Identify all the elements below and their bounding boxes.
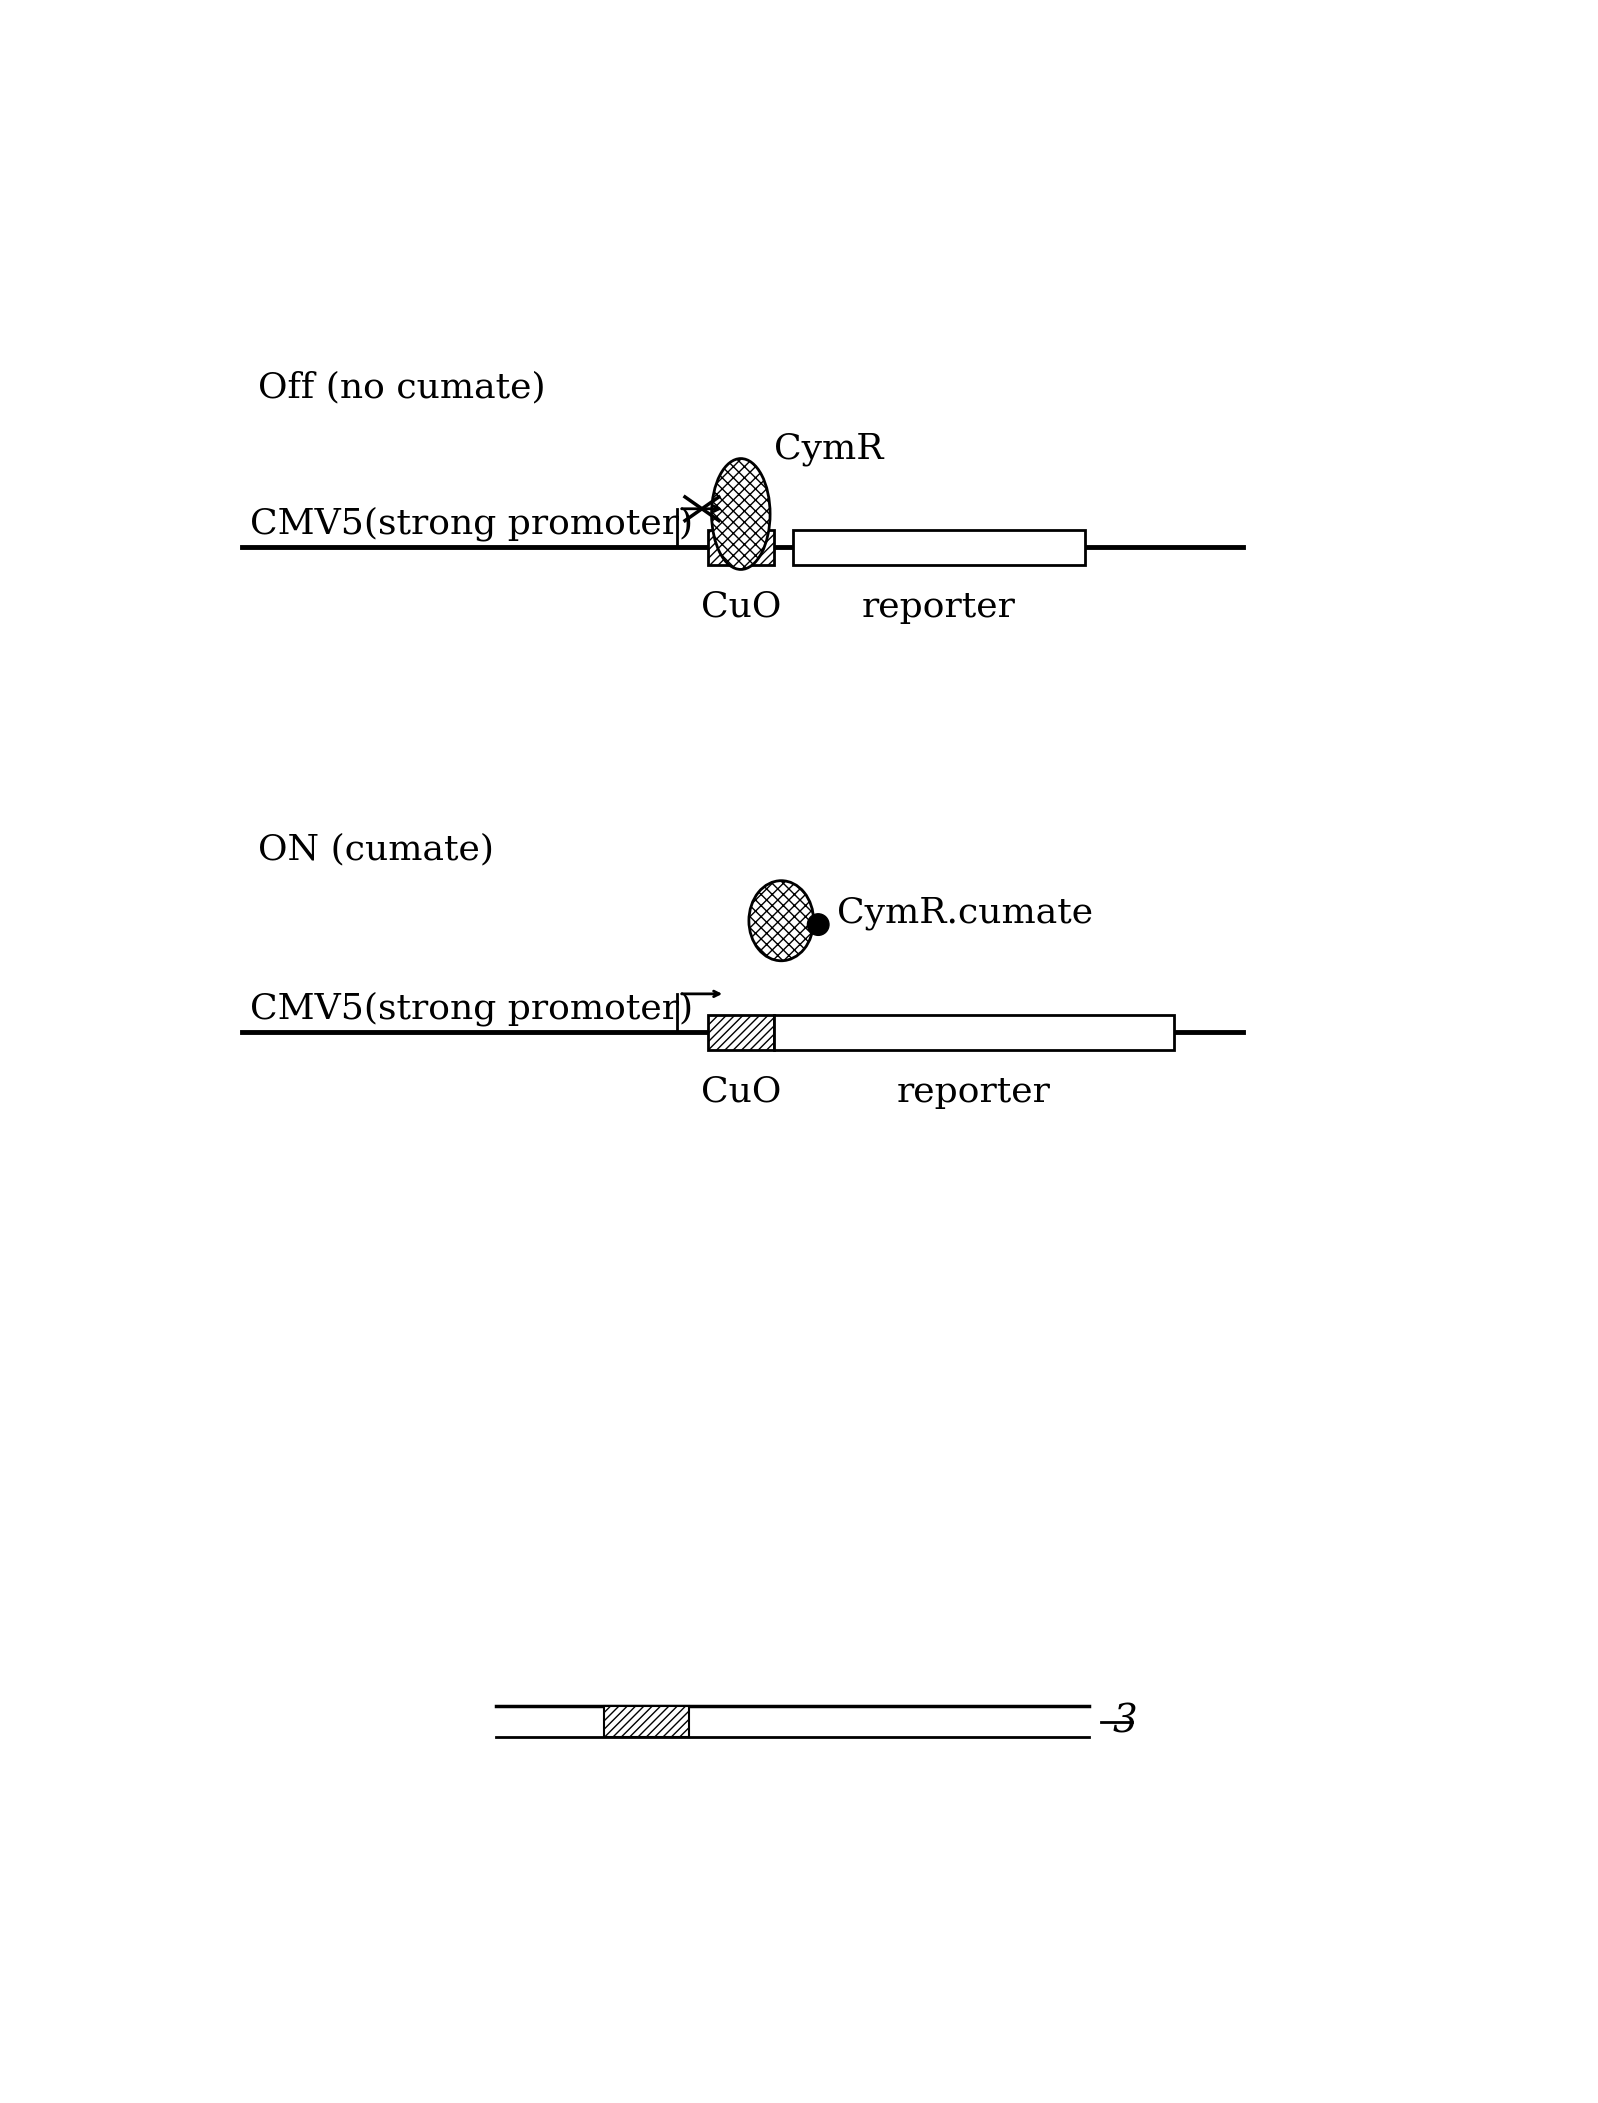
- Bar: [708, 530, 773, 564]
- Text: ON (cumate): ON (cumate): [257, 833, 494, 866]
- Bar: [708, 1016, 773, 1049]
- Ellipse shape: [711, 458, 770, 570]
- Text: Off (no cumate): Off (no cumate): [257, 370, 545, 404]
- Circle shape: [807, 915, 829, 936]
- Text: CymR.cumate: CymR.cumate: [837, 896, 1093, 930]
- Bar: [773, 1016, 1175, 1049]
- Ellipse shape: [749, 881, 813, 961]
- Text: CuO: CuO: [700, 1075, 781, 1108]
- Text: 3: 3: [1112, 1703, 1138, 1739]
- Text: CymR: CymR: [773, 431, 884, 465]
- Bar: [604, 1706, 689, 1737]
- Text: reporter: reporter: [863, 589, 1016, 625]
- Bar: [793, 530, 1085, 564]
- Text: CMV5(strong promoter): CMV5(strong promoter): [249, 507, 694, 540]
- Text: reporter: reporter: [896, 1075, 1050, 1108]
- Text: CMV5(strong promoter): CMV5(strong promoter): [249, 993, 694, 1026]
- Text: CuO: CuO: [700, 589, 781, 625]
